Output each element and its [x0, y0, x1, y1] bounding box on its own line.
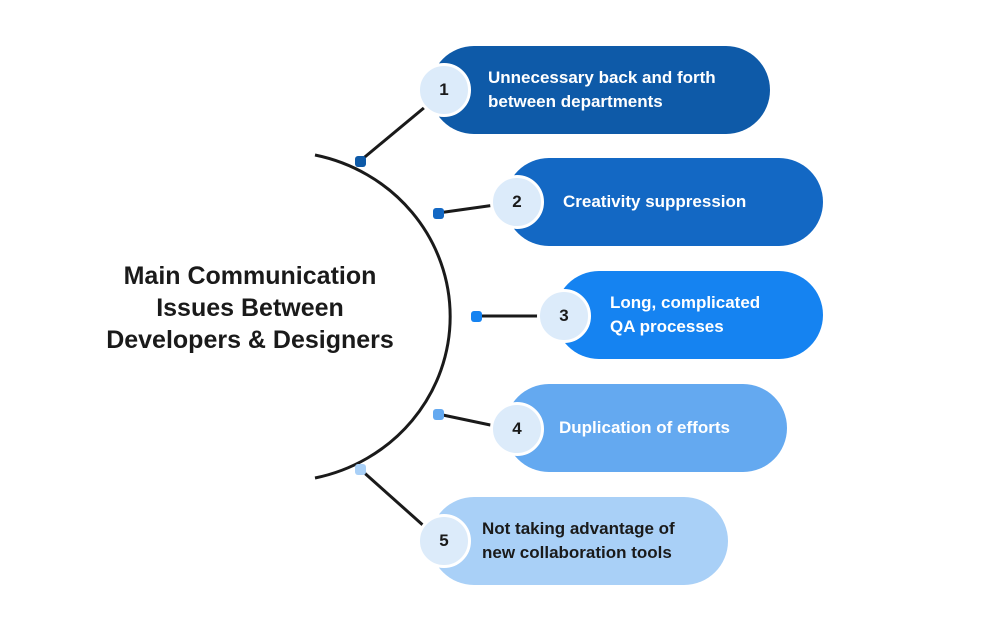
node-dot-5 [355, 464, 366, 475]
issue-number-badge-2: 2 [490, 175, 544, 229]
issue-number-badge-1: 1 [417, 63, 471, 117]
node-dot-2 [433, 208, 444, 219]
node-dot-4 [433, 409, 444, 420]
arc-line [314, 153, 452, 480]
node-dot-3 [471, 311, 482, 322]
diagram-title: Main Communication Issues Between Develo… [106, 262, 394, 354]
issue-pill-2: Creativity suppression [505, 158, 823, 246]
connector-1 [359, 105, 426, 163]
issue-pill-5: Not taking advantage of new collaboratio… [430, 497, 728, 585]
connector-2 [437, 203, 496, 215]
issue-pill-1: Unnecessary back and forth between depar… [430, 46, 770, 134]
connector-4 [437, 412, 496, 428]
issue-pill-3: Long, complicated QA processes [555, 271, 823, 359]
issue-pill-4: Duplication of efforts [505, 384, 787, 472]
issue-number-badge-4: 4 [490, 402, 544, 456]
issue-number-badge-5: 5 [417, 514, 471, 568]
issue-number-badge-3: 3 [537, 289, 591, 343]
connector-5 [359, 467, 426, 529]
node-dot-1 [355, 156, 366, 167]
